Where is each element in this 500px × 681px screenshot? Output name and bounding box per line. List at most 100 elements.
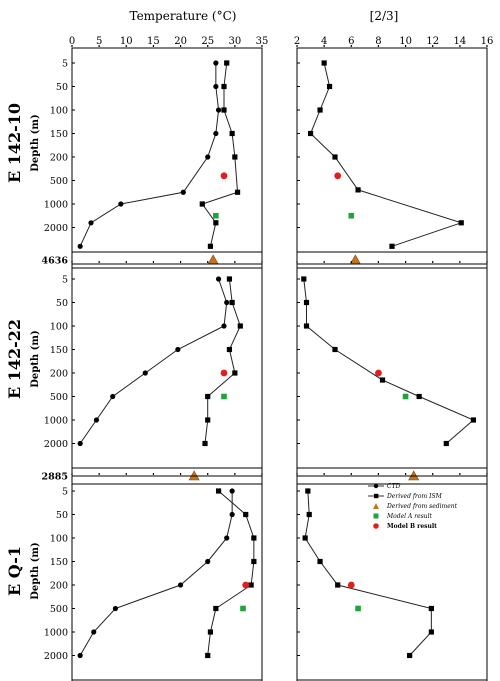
ratio-model-b-point — [334, 172, 342, 180]
ism-point — [248, 582, 254, 588]
ism-point — [243, 511, 249, 518]
temperature-tick-label: 15 — [147, 36, 160, 47]
depth-axis-label: Depth (m) — [30, 542, 41, 599]
legend-model-a-marker — [373, 513, 379, 519]
temperature-panel-frame — [71, 47, 263, 269]
ctd-point — [177, 582, 184, 588]
ratio-series-line — [309, 62, 463, 247]
ratio-point — [428, 629, 434, 635]
ratio-tick-label: 6 — [348, 36, 354, 47]
legend-label: Model A result — [386, 513, 432, 520]
ctd-point — [221, 323, 227, 329]
station-name: E 142-22 — [5, 319, 24, 399]
ism-point — [224, 60, 230, 66]
ctd-point — [142, 370, 148, 376]
ratio-point — [407, 652, 413, 659]
ism-point — [202, 440, 208, 447]
depth-tick-label: 500 — [50, 604, 68, 615]
model-b-point — [220, 369, 228, 377]
ratio-model-b-point — [375, 369, 382, 377]
ism-point — [205, 393, 211, 400]
ctd-point — [77, 440, 83, 447]
ratio-tick-label: 2 — [294, 36, 300, 47]
depth-tick-label: 5 — [62, 275, 68, 286]
ctd-point — [213, 83, 219, 90]
ratio-tick-label: 12 — [426, 36, 439, 47]
ism-point — [215, 488, 222, 494]
model-a-point — [221, 393, 227, 400]
ratio-point — [321, 60, 327, 66]
depth-tick-label: 50 — [56, 298, 68, 309]
panel-group: 5 50 100 150 200 500 1000 2000 4636 E 142-10 Depth… — [5, 45, 488, 681]
ctd-point — [91, 629, 97, 635]
ratio-point — [470, 417, 477, 423]
ctd-series-line — [79, 278, 228, 444]
ratio-point — [335, 582, 341, 588]
temperature-tick-label: 10 — [120, 36, 133, 47]
depth-tick-label: 50 — [56, 510, 68, 521]
temperature-tick-label: 30 — [228, 36, 241, 47]
station-name: E Q-1 — [5, 546, 24, 596]
ratio-column-title: [2/3] — [370, 9, 399, 23]
ism-point — [207, 629, 214, 635]
ratio-tick-label: 14 — [453, 36, 466, 47]
legend-model-b-marker — [373, 523, 379, 529]
depth-tick-label: 5 — [62, 487, 68, 498]
model-a-point — [213, 212, 219, 219]
depth-axis-label: Depth (m) — [30, 114, 41, 171]
bottom-depth-label: 4636 — [42, 256, 69, 267]
ism-point — [229, 130, 235, 137]
ratio-point — [332, 346, 338, 353]
depth-tick-label: 200 — [50, 369, 68, 380]
depth-tick-label: 500 — [50, 392, 68, 403]
legend-label: Derived from sediment — [386, 503, 458, 510]
ism-series-line — [204, 278, 241, 444]
ratio-model-a-point — [402, 393, 409, 400]
ratio-series-line — [303, 278, 475, 444]
ratio-point — [326, 83, 333, 90]
ctd-point — [93, 417, 100, 423]
ctd-point — [215, 107, 222, 113]
ism-point — [237, 323, 243, 329]
depth-tick-label: 1000 — [44, 628, 68, 639]
ctd-point — [118, 201, 124, 207]
ism-point — [205, 417, 211, 423]
ratio-point — [458, 220, 464, 226]
temperature-tick-label: 25 — [201, 36, 214, 47]
ctd-point — [88, 220, 94, 226]
ism-point — [226, 276, 233, 282]
ratio-model-a-point — [355, 605, 361, 612]
legend-ism-marker — [374, 493, 379, 499]
depth-tick-label: 150 — [50, 129, 68, 140]
ism-series-line — [207, 490, 255, 656]
ism-point — [251, 558, 257, 565]
ratio-point — [332, 154, 338, 160]
ratio-point — [303, 299, 310, 306]
ctd-point — [205, 558, 211, 565]
depth-tick-label: 50 — [56, 82, 68, 93]
ratio-point — [306, 511, 312, 518]
ism-point — [213, 605, 219, 612]
ratio-point — [355, 187, 361, 193]
ctd-point — [215, 276, 222, 282]
ratio-point — [302, 535, 308, 541]
depth-tick-label: 200 — [50, 581, 68, 592]
ism-point — [199, 201, 205, 207]
depth-tick-label: 150 — [50, 557, 68, 568]
ratio-point — [317, 558, 323, 565]
ism-point — [229, 299, 235, 306]
depth-tick-label: 200 — [50, 153, 68, 164]
legend-ctd-marker — [373, 483, 379, 489]
bottom-depth-label: 2885 — [42, 472, 68, 483]
legend-label: CTD — [387, 483, 401, 490]
ism-point — [221, 107, 227, 113]
ctd-series-line — [79, 491, 233, 656]
legend-label: Derived from ISM — [386, 493, 443, 500]
ism-point — [207, 243, 214, 249]
station-panel: 5 50 100 150 200 500 1000 2000 4636 E 142-10 Depth… — [5, 45, 488, 269]
depth-tick-label: 100 — [50, 106, 68, 117]
ism-point — [221, 83, 227, 90]
model-a-point — [240, 605, 246, 612]
ratio-panel-frame — [296, 475, 488, 681]
